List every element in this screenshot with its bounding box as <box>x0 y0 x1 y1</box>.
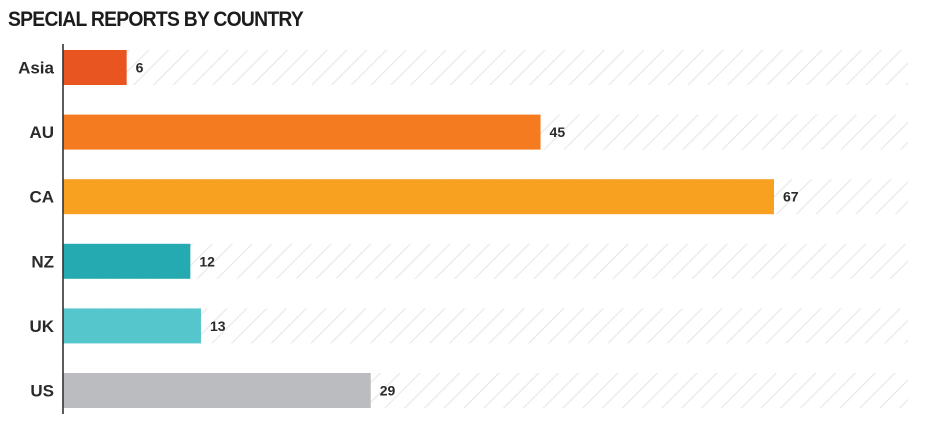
value-label-nz: 12 <box>199 253 215 269</box>
bars <box>63 50 774 408</box>
value-label-uk: 13 <box>210 318 226 334</box>
bar-us <box>63 373 371 408</box>
category-label-us: US <box>30 382 54 401</box>
bar-track-asia <box>63 50 908 85</box>
value-label-ca: 67 <box>783 189 799 205</box>
bar-track-nz <box>63 243 908 279</box>
category-labels: Asia AU CA NZ UK US <box>18 59 55 401</box>
bar-asia <box>63 50 127 85</box>
category-label-uk: UK <box>29 317 54 336</box>
bar-ca <box>63 179 774 215</box>
category-label-asia: Asia <box>18 59 54 78</box>
chart-title: SPECIAL REPORTS BY COUNTRY <box>8 8 304 31</box>
value-label-asia: 6 <box>136 60 144 76</box>
value-label-au: 45 <box>550 124 566 140</box>
bar-au <box>63 114 541 150</box>
bar-nz <box>63 243 191 279</box>
category-label-au: AU <box>29 123 54 142</box>
bar-track-uk <box>63 308 908 344</box>
value-labels: 6 45 67 12 13 29 <box>136 60 799 399</box>
category-label-ca: CA <box>29 188 54 207</box>
bar-uk <box>63 308 201 344</box>
value-label-us: 29 <box>380 383 396 399</box>
bar-tracks <box>63 50 908 408</box>
category-label-nz: NZ <box>31 252 54 271</box>
